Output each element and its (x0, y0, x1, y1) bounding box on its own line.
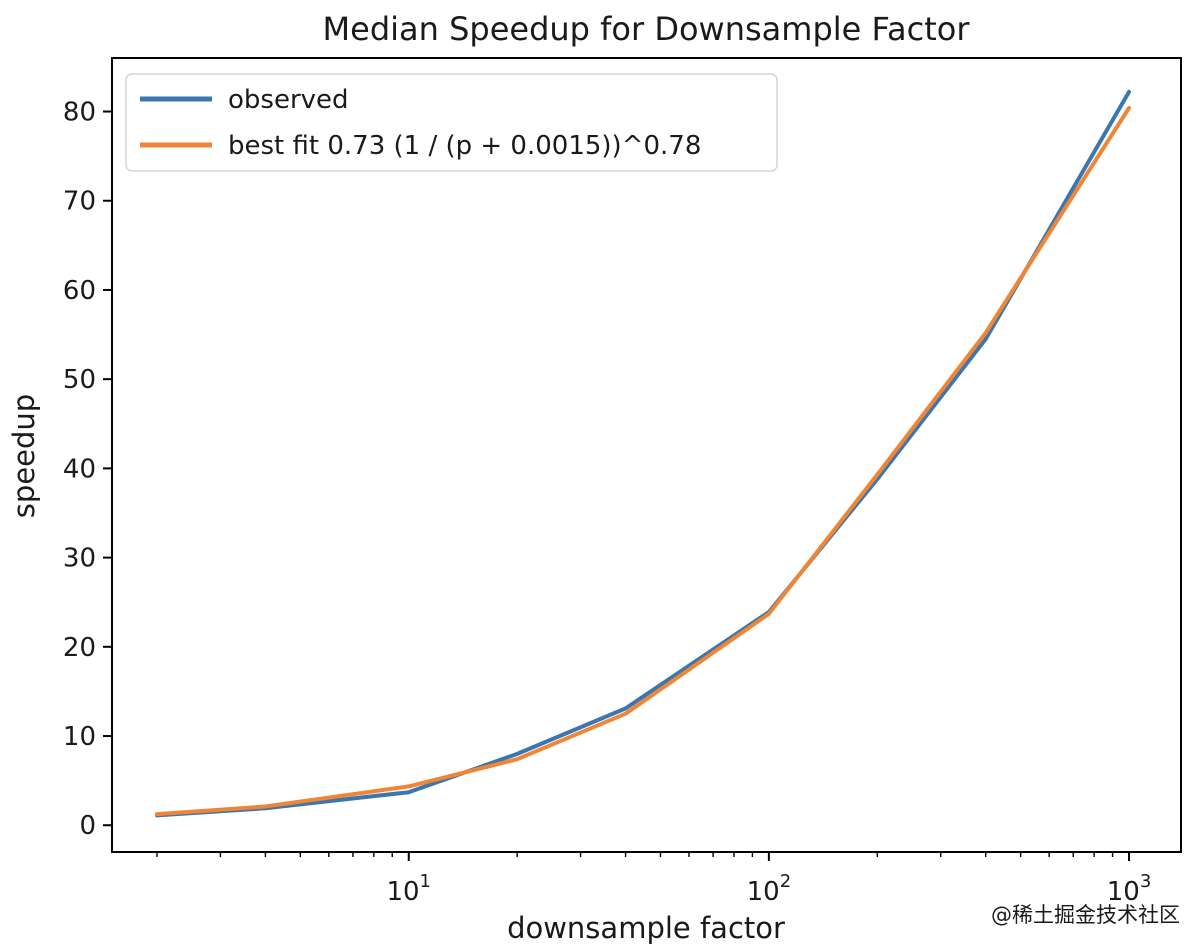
legend-label-best-fit: best fit 0.73 (1 / (p + 0.0015))^0.78 (228, 131, 701, 161)
y-tick-label: 20 (63, 633, 96, 663)
y-tick-label: 80 (63, 98, 96, 128)
y-tick-label: 40 (63, 454, 96, 484)
x-axis-label: downsample factor (507, 911, 785, 945)
series-lines (155, 89, 1131, 818)
axis-ticks: 0 10 20 30 40 50 60 70 80 101 102 103 (63, 98, 1151, 907)
plot-area (111, 57, 1182, 853)
y-tick-label: 50 (63, 365, 96, 395)
watermark: @稀土掘金技术社区 (991, 903, 1180, 927)
legend: observed best fit 0.73 (1 / (p + 0.0015))… (125, 73, 778, 172)
y-tick-label: 0 (79, 811, 96, 841)
y-tick-label: 10 (63, 722, 96, 752)
legend-label-observed: observed (228, 85, 349, 115)
y-tick-label: 70 (63, 187, 96, 217)
series-line-best-fit (155, 106, 1131, 817)
series-line-observed (155, 89, 1131, 818)
x-tick-label: 103 (1107, 871, 1152, 907)
y-tick-label: 30 (63, 544, 96, 574)
y-tick-label: 60 (63, 276, 96, 306)
legend-entries: observed best fit 0.73 (1 / (p + 0.0015))… (140, 85, 701, 161)
y-axis-label: speedup (7, 394, 41, 518)
x-tick-label: 102 (747, 871, 792, 907)
chart-title: Median Speedup for Downsample Factor (323, 10, 971, 48)
legend-box (125, 73, 778, 172)
x-tick-label: 101 (386, 871, 431, 907)
